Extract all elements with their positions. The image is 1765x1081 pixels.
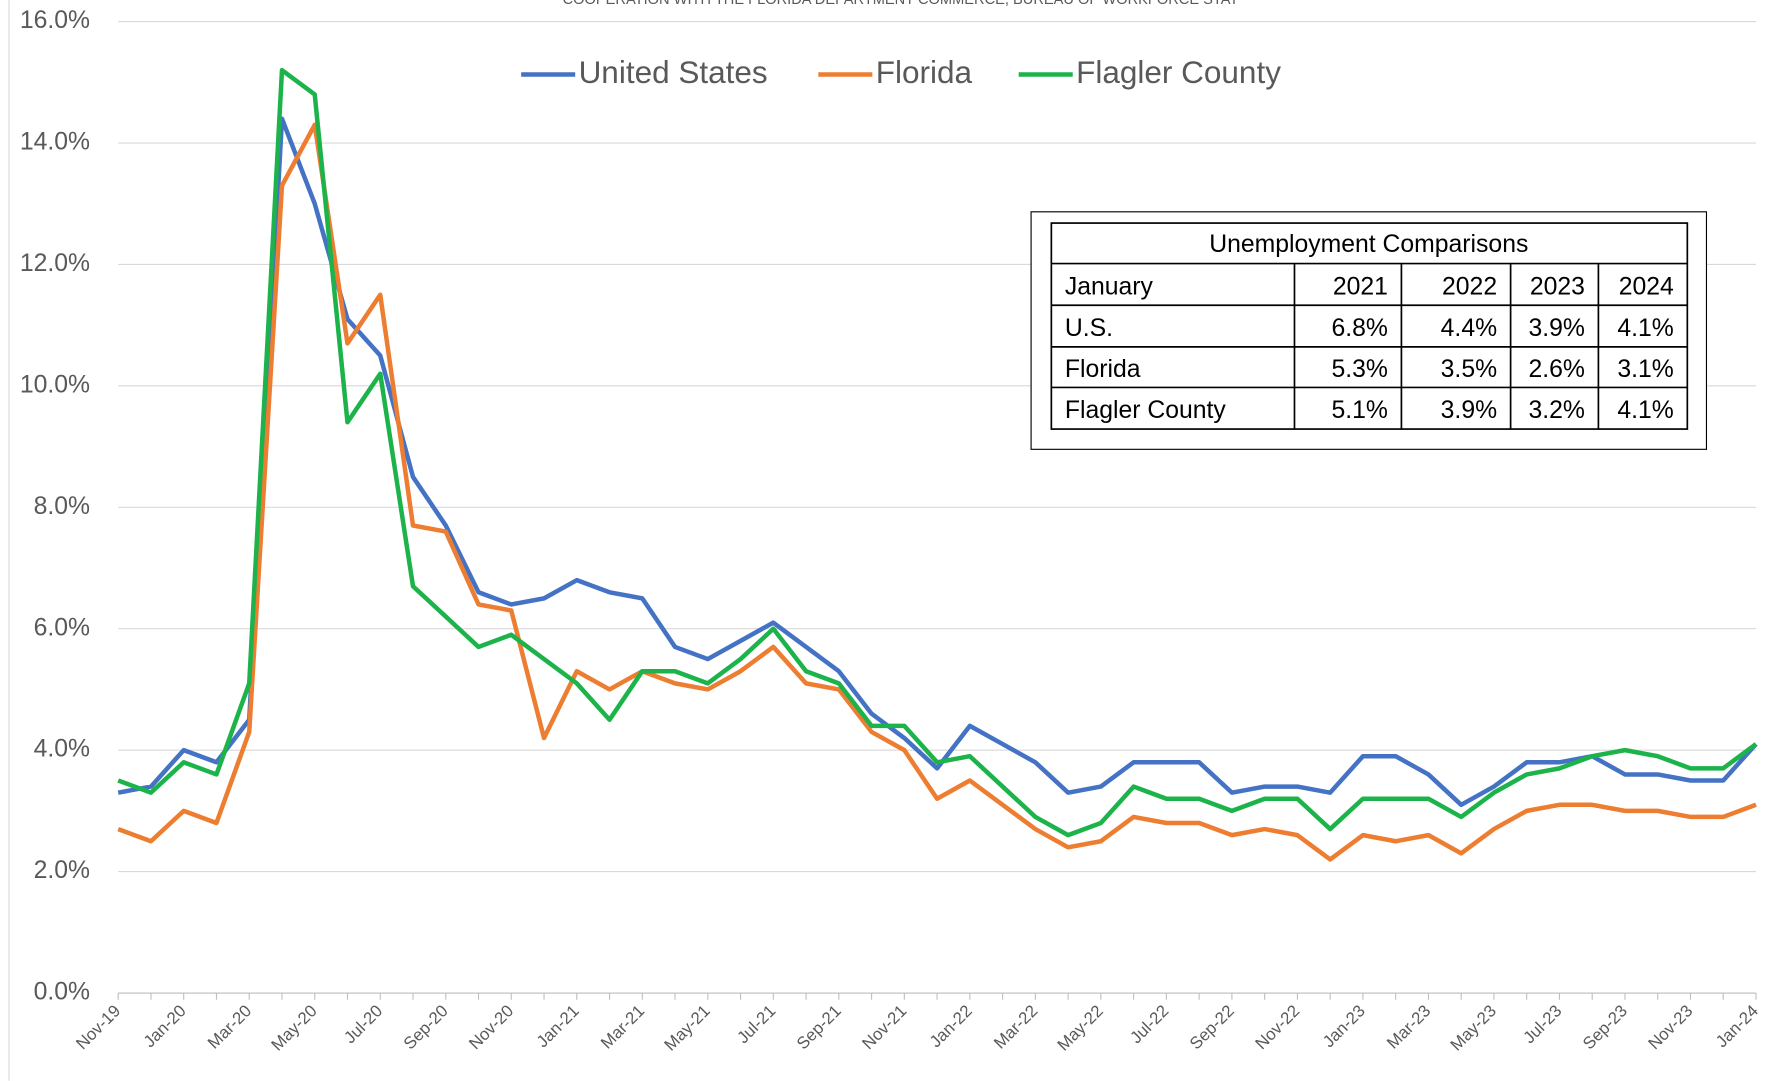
y-tick-label: 4.0% <box>34 736 90 763</box>
table-cell: 3.9% <box>1528 315 1584 342</box>
legend-label: Florida <box>876 54 973 90</box>
table-frame <box>1030 211 1708 450</box>
y-tick-label: 12.0% <box>20 250 90 277</box>
table-cell: 3.5% <box>1441 356 1497 383</box>
table-cell: 4.1% <box>1617 397 1673 424</box>
legend-label: United States <box>579 54 768 90</box>
table-title: Unemployment Comparisons <box>1209 231 1528 258</box>
table-cell: January <box>1065 273 1154 300</box>
y-tick-label: 8.0% <box>34 493 90 520</box>
table-cell: 2022 <box>1442 273 1497 300</box>
table-cell: 3.2% <box>1528 397 1584 424</box>
table-cell: 5.3% <box>1331 356 1387 383</box>
table-cell: 2021 <box>1333 273 1388 300</box>
y-tick-label: 0.0% <box>34 979 90 1006</box>
table-cell: 2.6% <box>1528 356 1584 383</box>
table-cell: 2024 <box>1619 273 1674 300</box>
table-cell: 5.1% <box>1331 397 1387 424</box>
table-cell: Flagler County <box>1065 397 1227 424</box>
table-cell: 3.1% <box>1617 356 1673 383</box>
series-line <box>117 122 1757 862</box>
y-tick-label: 14.0% <box>20 129 90 156</box>
table-cell: 6.8% <box>1331 315 1387 342</box>
y-tick-label: 2.0% <box>34 857 90 884</box>
y-tick-label: 10.0% <box>20 371 90 398</box>
table-border <box>1050 222 1689 430</box>
legend-label: Flagler County <box>1076 54 1281 90</box>
comparison-table: Unemployment Comparisons January 2021 2022 2… <box>1030 211 1708 450</box>
table-cell: U.S. <box>1065 315 1113 342</box>
series-line <box>117 116 1758 808</box>
y-tick-label: 16.0% <box>20 7 90 34</box>
chart-subtitle: COOPERATION WITH THE FLORIDA DEPARTMENT … <box>563 0 1239 8</box>
table-cell: 4.1% <box>1617 315 1673 342</box>
table-cell: Florida <box>1065 356 1141 383</box>
table-cell: 4.4% <box>1441 315 1497 342</box>
series-line <box>117 67 1758 838</box>
table-cell: 2023 <box>1530 273 1585 300</box>
y-tick-label: 6.0% <box>34 614 90 641</box>
table-cell: 3.9% <box>1441 397 1497 424</box>
